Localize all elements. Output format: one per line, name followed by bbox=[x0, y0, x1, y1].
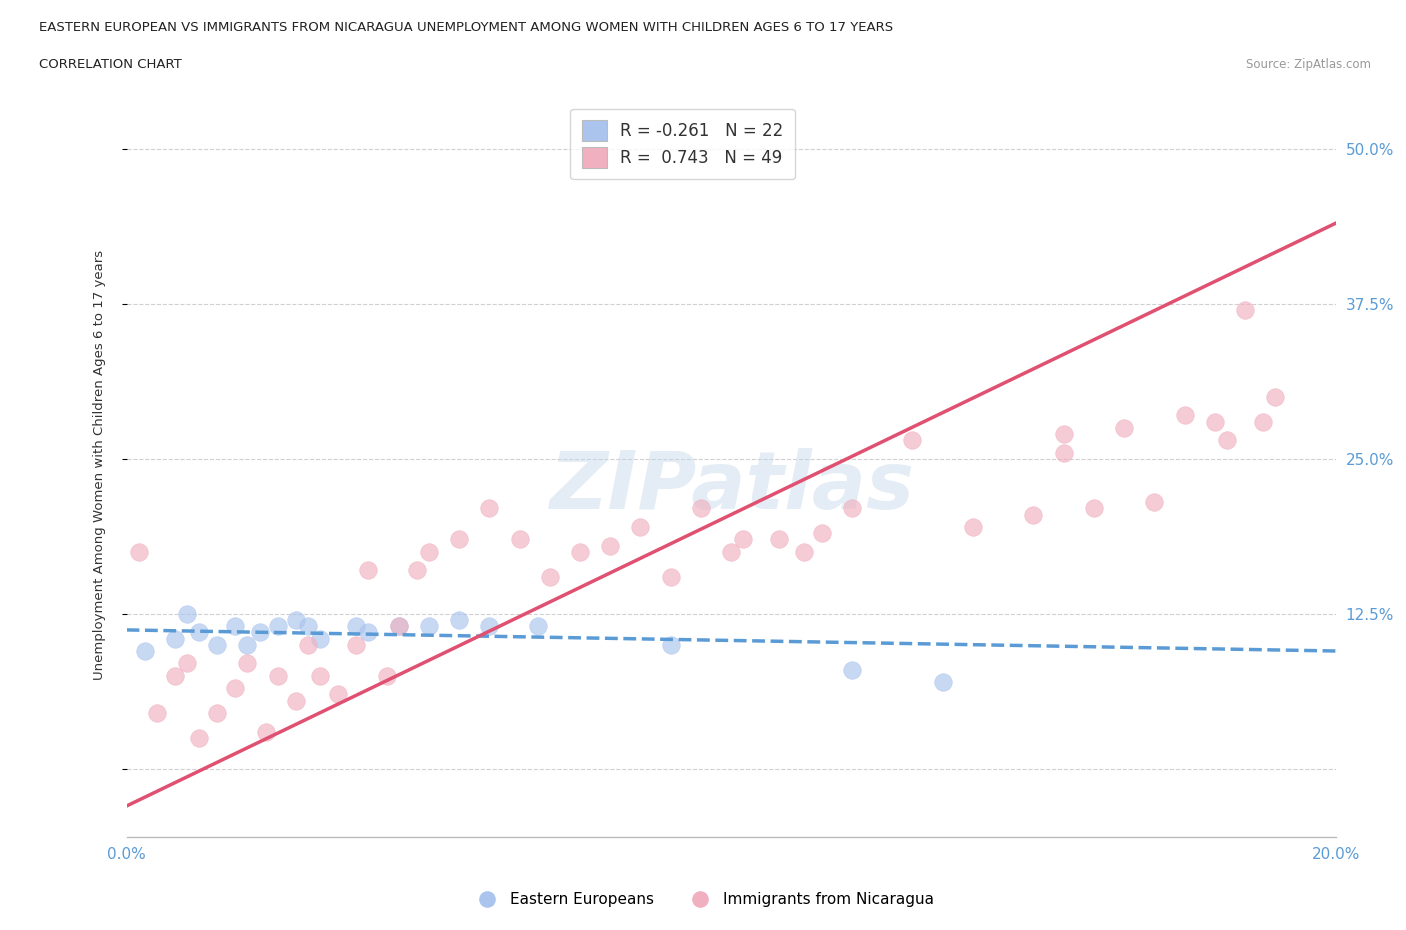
Point bbox=[284, 693, 307, 708]
Point bbox=[326, 687, 350, 702]
Point bbox=[163, 669, 186, 684]
Point bbox=[962, 520, 984, 535]
Point bbox=[630, 520, 652, 535]
Point bbox=[1204, 414, 1226, 429]
Point bbox=[309, 669, 332, 684]
Point bbox=[267, 669, 290, 684]
Text: ZIPatlas: ZIPatlas bbox=[548, 448, 914, 526]
Point bbox=[1251, 414, 1274, 429]
Point bbox=[689, 501, 711, 516]
Point bbox=[205, 706, 228, 721]
Point bbox=[146, 706, 169, 721]
Point bbox=[344, 637, 367, 652]
Point bbox=[478, 501, 501, 516]
Point bbox=[128, 544, 150, 559]
Point bbox=[1114, 420, 1136, 435]
Legend: Eastern Europeans, Immigrants from Nicaragua: Eastern Europeans, Immigrants from Nicar… bbox=[465, 886, 941, 913]
Point bbox=[224, 681, 246, 696]
Point bbox=[1264, 390, 1286, 405]
Point bbox=[509, 532, 531, 547]
Point bbox=[1083, 501, 1105, 516]
Point bbox=[1173, 408, 1195, 423]
Point bbox=[1022, 507, 1045, 522]
Point bbox=[254, 724, 277, 739]
Point bbox=[418, 544, 440, 559]
Point bbox=[249, 625, 271, 640]
Point bbox=[793, 544, 815, 559]
Point bbox=[188, 625, 211, 640]
Point bbox=[841, 501, 863, 516]
Point bbox=[236, 656, 259, 671]
Point bbox=[841, 662, 863, 677]
Point bbox=[932, 674, 955, 689]
Point bbox=[388, 618, 411, 633]
Point bbox=[1216, 432, 1239, 447]
Point bbox=[659, 569, 682, 584]
Point bbox=[1053, 427, 1076, 442]
Legend: R = -0.261   N = 22, R =  0.743   N = 49: R = -0.261 N = 22, R = 0.743 N = 49 bbox=[571, 109, 796, 179]
Point bbox=[134, 644, 156, 658]
Point bbox=[205, 637, 228, 652]
Point bbox=[388, 618, 411, 633]
Point bbox=[720, 544, 742, 559]
Point bbox=[538, 569, 561, 584]
Text: Source: ZipAtlas.com: Source: ZipAtlas.com bbox=[1246, 58, 1371, 71]
Point bbox=[901, 432, 924, 447]
Point bbox=[768, 532, 790, 547]
Point bbox=[447, 613, 470, 628]
Point bbox=[659, 637, 682, 652]
Point bbox=[357, 563, 380, 578]
Y-axis label: Unemployment Among Women with Children Ages 6 to 17 years: Unemployment Among Women with Children A… bbox=[93, 250, 105, 680]
Point bbox=[176, 656, 198, 671]
Point bbox=[1234, 302, 1257, 317]
Point bbox=[224, 618, 246, 633]
Point bbox=[309, 631, 332, 646]
Point bbox=[344, 618, 367, 633]
Point bbox=[375, 669, 398, 684]
Point bbox=[297, 637, 319, 652]
Point bbox=[176, 606, 198, 621]
Point bbox=[1053, 445, 1076, 460]
Point bbox=[568, 544, 592, 559]
Text: CORRELATION CHART: CORRELATION CHART bbox=[39, 58, 183, 71]
Point bbox=[188, 730, 211, 745]
Point bbox=[357, 625, 380, 640]
Point bbox=[418, 618, 440, 633]
Point bbox=[163, 631, 186, 646]
Text: EASTERN EUROPEAN VS IMMIGRANTS FROM NICARAGUA UNEMPLOYMENT AMONG WOMEN WITH CHIL: EASTERN EUROPEAN VS IMMIGRANTS FROM NICA… bbox=[39, 21, 893, 34]
Point bbox=[599, 538, 621, 553]
Point bbox=[478, 618, 501, 633]
Point bbox=[447, 532, 470, 547]
Point bbox=[236, 637, 259, 652]
Point bbox=[297, 618, 319, 633]
Point bbox=[1143, 495, 1166, 510]
Point bbox=[733, 532, 755, 547]
Point bbox=[284, 613, 307, 628]
Point bbox=[405, 563, 427, 578]
Point bbox=[267, 618, 290, 633]
Point bbox=[810, 525, 832, 540]
Point bbox=[526, 618, 548, 633]
